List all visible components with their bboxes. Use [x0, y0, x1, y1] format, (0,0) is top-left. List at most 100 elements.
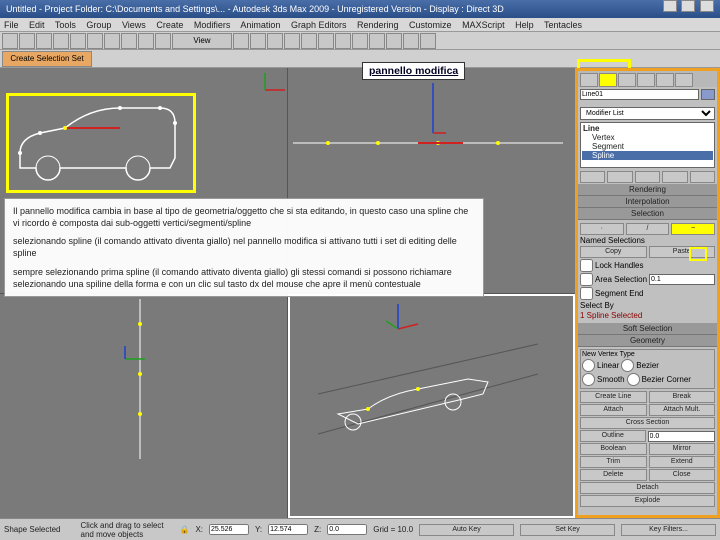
trim-button[interactable]: Trim [580, 456, 647, 468]
area-sel-value[interactable] [649, 274, 715, 285]
vtx-bezier[interactable] [621, 359, 634, 372]
outline-button[interactable]: Outline [580, 430, 646, 442]
object-color-swatch[interactable] [701, 89, 715, 100]
angle-snap-button[interactable] [267, 33, 283, 49]
move-button[interactable] [121, 33, 137, 49]
menu-rendering[interactable]: Rendering [357, 20, 399, 30]
modifier-list-dropdown[interactable]: Modifier List [580, 107, 715, 120]
interpolation-rollout[interactable]: Interpolation [578, 196, 717, 208]
coord-y[interactable] [268, 524, 308, 535]
hierarchy-tab[interactable] [618, 73, 636, 87]
layers-button[interactable] [335, 33, 351, 49]
seg-end-check[interactable] [580, 287, 593, 300]
align-button[interactable] [318, 33, 334, 49]
area-sel-check[interactable] [580, 273, 593, 286]
undo-button[interactable] [2, 33, 18, 49]
vtx-bcorner[interactable] [627, 373, 640, 386]
outline-value[interactable] [648, 431, 716, 442]
viewport-left[interactable] [0, 294, 287, 519]
maximize-button[interactable] [681, 0, 695, 12]
menu-animation[interactable]: Animation [240, 20, 280, 30]
create-tab[interactable] [580, 73, 598, 87]
extend-button[interactable]: Extend [649, 456, 716, 468]
lock-handles-check[interactable] [580, 259, 593, 272]
modifier-stack[interactable]: Line Vertex Segment Spline [580, 122, 715, 168]
menu-views[interactable]: Views [122, 20, 146, 30]
selection-rollout[interactable]: Selection [578, 208, 717, 220]
copy-sel-button[interactable]: Copy [580, 246, 647, 258]
select-name-button[interactable] [87, 33, 103, 49]
select-rect-button[interactable] [104, 33, 120, 49]
redo-button[interactable] [19, 33, 35, 49]
detach-button[interactable]: Detach [580, 482, 715, 494]
break-button[interactable]: Break [649, 391, 716, 403]
boolean-button[interactable]: Boolean [580, 443, 647, 455]
menu-grapheditors[interactable]: Graph Editors [291, 20, 347, 30]
menu-file[interactable]: File [4, 20, 19, 30]
softsel-rollout[interactable]: Soft Selection [578, 323, 717, 335]
set-key-button[interactable]: Set Key [520, 524, 615, 536]
material-button[interactable] [386, 33, 402, 49]
center-button[interactable] [233, 33, 249, 49]
auto-key-button[interactable]: Auto Key [419, 524, 514, 536]
snap-button[interactable] [250, 33, 266, 49]
schematic-button[interactable] [369, 33, 385, 49]
stack-spline[interactable]: Spline [582, 151, 713, 160]
stack-line[interactable]: Line [582, 124, 713, 133]
menu-create[interactable]: Create [156, 20, 183, 30]
menu-edit[interactable]: Edit [29, 20, 45, 30]
scale-button[interactable] [155, 33, 171, 49]
render-setup-button[interactable] [403, 33, 419, 49]
attach-mult-button[interactable]: Attach Mult. [649, 404, 716, 416]
coord-x[interactable] [209, 524, 249, 535]
remove-mod-button[interactable] [662, 171, 687, 183]
mirror-button[interactable] [301, 33, 317, 49]
mirror-button2[interactable]: Mirror [649, 443, 716, 455]
lock-icon[interactable]: 🔒 [179, 525, 189, 534]
close-button[interactable] [700, 0, 714, 12]
sel-spline-button[interactable]: ~ [671, 223, 715, 235]
vtx-linear[interactable] [582, 359, 595, 372]
select-button[interactable] [70, 33, 86, 49]
create-line-button[interactable]: Create Line [580, 391, 647, 403]
utilities-tab[interactable] [675, 73, 693, 87]
render-button[interactable] [420, 33, 436, 49]
attach-button[interactable]: Attach [580, 404, 647, 416]
delete-button[interactable]: Delete [580, 469, 647, 481]
geometry-rollout[interactable]: Geometry [578, 335, 717, 347]
coord-z[interactable] [327, 524, 367, 535]
stack-vertex[interactable]: Vertex [582, 133, 713, 142]
motion-tab[interactable] [637, 73, 655, 87]
explode-button[interactable]: Explode [580, 495, 715, 507]
show-end-button[interactable] [607, 171, 632, 183]
viewport-perspective[interactable] [288, 294, 575, 519]
menu-maxscript[interactable]: MAXScript [462, 20, 505, 30]
pin-stack-button[interactable] [580, 171, 605, 183]
menu-tools[interactable]: Tools [55, 20, 76, 30]
refcoord-dropdown[interactable]: View [172, 33, 232, 49]
vtx-smooth[interactable] [582, 373, 595, 386]
curve-editor-button[interactable] [352, 33, 368, 49]
rotate-button[interactable] [138, 33, 154, 49]
minimize-button[interactable] [663, 0, 677, 12]
object-name-input[interactable] [580, 89, 699, 100]
menu-help[interactable]: Help [515, 20, 534, 30]
menu-tentacles[interactable]: Tentacles [544, 20, 582, 30]
link-button[interactable] [36, 33, 52, 49]
stack-segment[interactable]: Segment [582, 142, 713, 151]
menu-customize[interactable]: Customize [409, 20, 452, 30]
sel-segment-button[interactable]: / [626, 223, 670, 235]
make-unique-button[interactable] [635, 171, 660, 183]
menu-group[interactable]: Group [86, 20, 111, 30]
modify-tab[interactable] [599, 73, 617, 87]
selection-set-dropdown[interactable]: Create Selection Set [2, 51, 92, 67]
cross-section-button[interactable]: Cross Section [580, 417, 715, 429]
configure-button[interactable] [690, 171, 715, 183]
key-filters-button[interactable]: Key Filters... [621, 524, 716, 536]
close-button2[interactable]: Close [649, 469, 716, 481]
menu-modifiers[interactable]: Modifiers [194, 20, 231, 30]
display-tab[interactable] [656, 73, 674, 87]
unlink-button[interactable] [53, 33, 69, 49]
percent-snap-button[interactable] [284, 33, 300, 49]
rendering-rollout[interactable]: Rendering [578, 184, 717, 196]
